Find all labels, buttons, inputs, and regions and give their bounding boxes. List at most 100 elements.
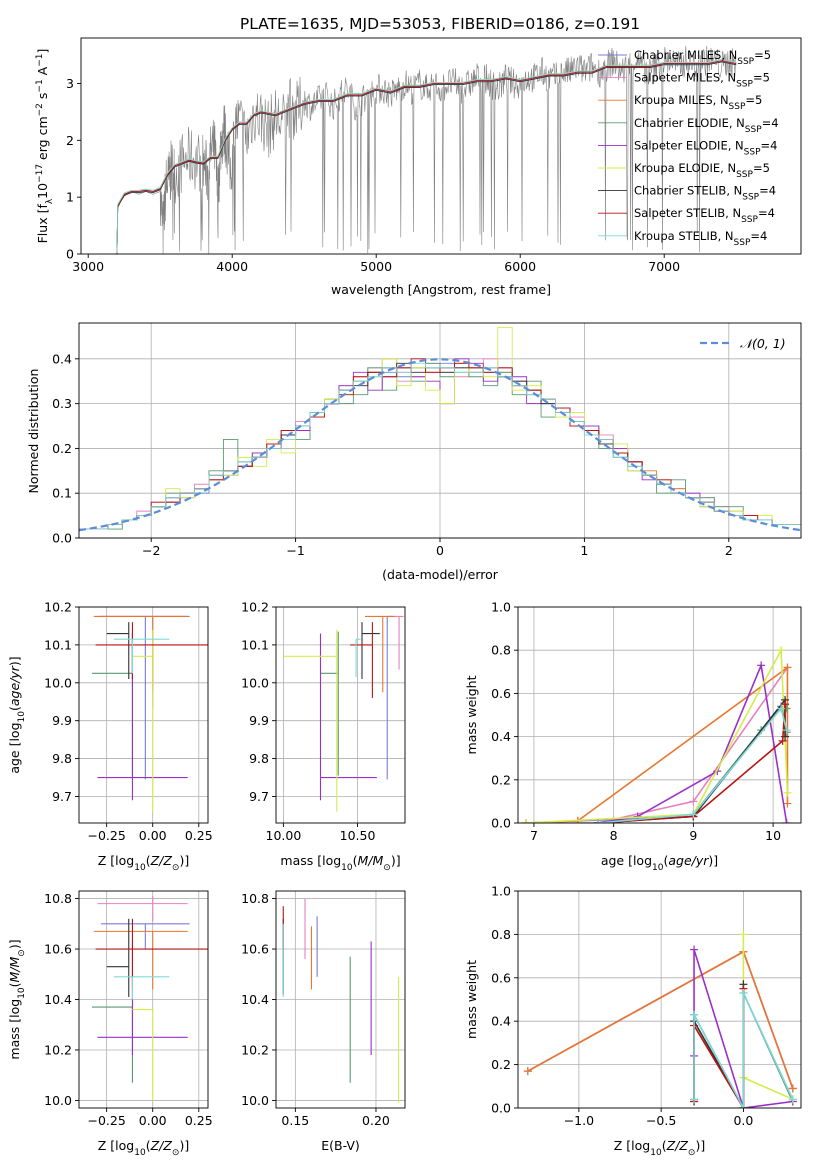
weight-series-line [527, 950, 794, 1089]
weight-series-line [742, 934, 794, 1101]
y-tick-label: 9.8 [249, 751, 269, 766]
x-tick-label: 6000 [504, 259, 536, 274]
mass-vs-ebv-panel: 0.15 0.20 10.0 10.2 10.4 10.6 10.8 E(B-V) [241, 890, 406, 1153]
x-tick-label: −0.25 [87, 1113, 125, 1128]
x-tick-label: 10.00 [266, 828, 302, 843]
age-vs-z-panel-ylabel: age [log10(age/yr)] [7, 656, 27, 773]
x-tick-label: −2 [142, 543, 160, 558]
error-bar [106, 622, 130, 679]
weight-vs-age-panel: 7 8 9 10 0.0 0.2 0.4 0.6 0.8 1.0 age [log10(age/yr… [464, 600, 802, 873]
legend-entry: Chabrier STELIB, NSSP=4 [634, 184, 776, 203]
x-tick-label: 0.00 [139, 828, 167, 843]
y-tick-label: 9.8 [52, 751, 72, 766]
error-bar [97, 615, 188, 708]
y-tick-label: 10.6 [241, 942, 269, 957]
histogram-legend: 𝒩(0, 1) [700, 336, 786, 351]
x-tick-label: 7000 [648, 259, 680, 274]
x-tick-label: 1 [580, 543, 588, 558]
histogram-panel-plot-area [79, 327, 801, 532]
error-bar [364, 615, 395, 693]
x-tick-label: 0.25 [185, 828, 213, 843]
y-tick-label: 10.0 [241, 675, 269, 690]
legend-entry: Salpeter ELODIE, NSSP=4 [634, 138, 777, 157]
error-bar [114, 976, 170, 1000]
y-tick-label: 0.0 [491, 1101, 511, 1116]
error-bar [106, 918, 130, 997]
weight-series-line [693, 984, 745, 1108]
error-bar [114, 638, 170, 674]
weight-series-line [597, 707, 787, 823]
x-tick-label: 0.15 [281, 1113, 309, 1128]
error-bar [95, 622, 208, 679]
y-tick-label: 9.7 [249, 789, 269, 804]
spectrum-panel-frame [80, 37, 802, 255]
y-tick-label: 0.2 [52, 441, 72, 456]
y-tick-label: 0.0 [52, 531, 72, 546]
y-tick-label: 0.6 [491, 686, 511, 701]
error-bar [320, 631, 339, 776]
spectrum-model-line [116, 60, 737, 254]
y-tick-label: 10.2 [241, 600, 269, 615]
age-vs-z-panel-plot-area [91, 615, 208, 812]
x-tick-label: 2 [725, 543, 733, 558]
weight-vs-z-panel-ylabel: mass weight [464, 960, 479, 1039]
error-bar [350, 622, 373, 698]
age-vs-z-panel-xlabel: Z [log10(Z/Z⊙)] [98, 853, 189, 873]
weight-vs-age-panel-plot-area [521, 646, 792, 823]
error-bar [386, 615, 403, 780]
y-tick-label: 10.1 [44, 637, 72, 652]
weight-vs-age-panel-frame [517, 606, 802, 824]
y-tick-label: 10.0 [44, 1093, 72, 1108]
x-tick-label: 0.00 [139, 1113, 167, 1128]
mass-vs-z-panel-plot-area [91, 896, 208, 1101]
histogram-xlabel: (data-model)/error [382, 567, 499, 582]
spectrum-model-line [116, 59, 737, 253]
y-tick-label: 10.4 [241, 992, 269, 1007]
y-tick-label: 10.2 [241, 1042, 269, 1057]
weight-vs-z-panel: −1.0 −0.5 0.0 0.0 0.2 0.4 0.6 0.8 1.0 Z [log10(Z/… [464, 884, 802, 1158]
x-tick-label: −1 [286, 543, 304, 558]
figure-title: PLATE=1635, MJD=53053, FIBERID=0186, z=0… [240, 15, 640, 33]
y-tick-label: 9.9 [249, 713, 269, 728]
spectrum-xlabel: wavelength [Angstrom, rest frame] [331, 282, 551, 297]
spectrum-ylabel: Flux [fλ10−17 erg cm−2 s−1 A−1] [35, 49, 55, 244]
error-bar [95, 918, 208, 987]
error-bar [101, 923, 190, 950]
x-tick-label: 10.50 [340, 828, 376, 843]
y-tick-label: 0.6 [491, 970, 511, 985]
weight-series-line [597, 697, 786, 823]
y-tick-label: 10.4 [44, 992, 72, 1007]
age-vs-mass-panel: 10.00 10.50 9.7 9.8 9.9 10.0 10.1 10.2 mass [log… [241, 600, 406, 873]
legend-entry: Kroupa STELIB, NSSP=4 [634, 229, 767, 248]
y-tick-label: 10.1 [241, 637, 269, 652]
weight-series-line [527, 950, 794, 1089]
weight-vs-z-panel-frame [517, 890, 802, 1109]
error-bar [361, 622, 380, 679]
x-tick-label: −0.5 [646, 1113, 676, 1128]
spectrum-panel: 3000 4000 5000 6000 7000 0 1 2 3 Chabrier MILES, … [35, 37, 802, 297]
age-vs-z-panel: −0.25 0.00 0.25 9.7 9.8 9.9 10.0 10.1 10.2 Z [log… [7, 600, 213, 874]
y-tick-label: 10.6 [44, 942, 72, 957]
y-tick-label: 10.0 [44, 675, 72, 690]
y-tick-label: 10.8 [241, 891, 269, 906]
y-tick-label: 10.0 [241, 1093, 269, 1108]
y-tick-label: 9.7 [52, 789, 72, 804]
y-tick-label: 3 [66, 76, 74, 91]
histogram-ylabel: Normed distribution [26, 369, 41, 494]
weight-series-line [597, 704, 786, 823]
error-bar [93, 930, 188, 990]
y-tick-label: 0.3 [52, 396, 72, 411]
y-tick-label: 1.0 [491, 884, 511, 899]
spectrum-model-line [116, 61, 737, 254]
y-tick-label: 0.1 [52, 486, 72, 501]
x-tick-label: 8 [610, 828, 618, 843]
weight-series-line [597, 706, 788, 823]
mass-vs-z-panel-xlabel: Z [log10(Z/Z⊙)] [98, 1138, 189, 1158]
error-bar [319, 633, 377, 801]
error-bar [355, 638, 361, 678]
legend-entry: Chabrier ELODIE, NSSP=4 [634, 116, 779, 135]
y-tick-label: 0.4 [491, 729, 511, 744]
weight-vs-age-panel-xlabel: age [log10(age/yr)] [601, 853, 718, 873]
y-tick-label: 0.8 [491, 643, 511, 658]
mass-vs-z-panel: −0.25 0.00 0.25 10.0 10.2 10.4 10.6 10.8 Z [log1… [7, 890, 213, 1158]
